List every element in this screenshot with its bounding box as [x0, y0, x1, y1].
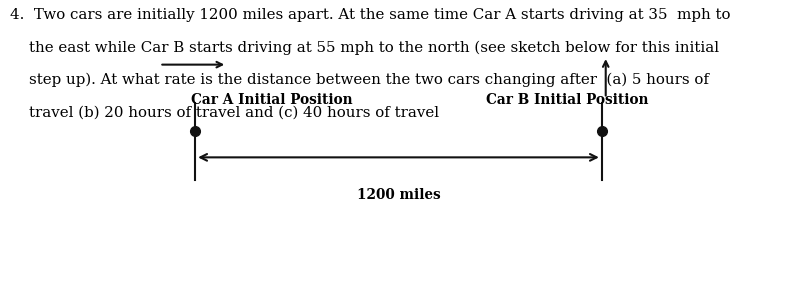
Text: 1200 miles: 1200 miles	[357, 188, 440, 202]
Text: 4.  Two cars are initially 1200 miles apart. At the same time Car A starts drivi: 4. Two cars are initially 1200 miles apa…	[10, 8, 730, 22]
Text: travel (b) 20 hours of travel and (c) 40 hours of travel: travel (b) 20 hours of travel and (c) 40…	[10, 105, 438, 119]
Text: step up). At what rate is the distance between the two cars changing after  (a) : step up). At what rate is the distance b…	[10, 73, 709, 87]
Text: the east while Car B starts driving at 55 mph to the north (see sketch below for: the east while Car B starts driving at 5…	[10, 41, 719, 55]
Text: Car B Initial Position: Car B Initial Position	[486, 93, 649, 107]
Text: Car A Initial Position: Car A Initial Position	[191, 93, 353, 107]
